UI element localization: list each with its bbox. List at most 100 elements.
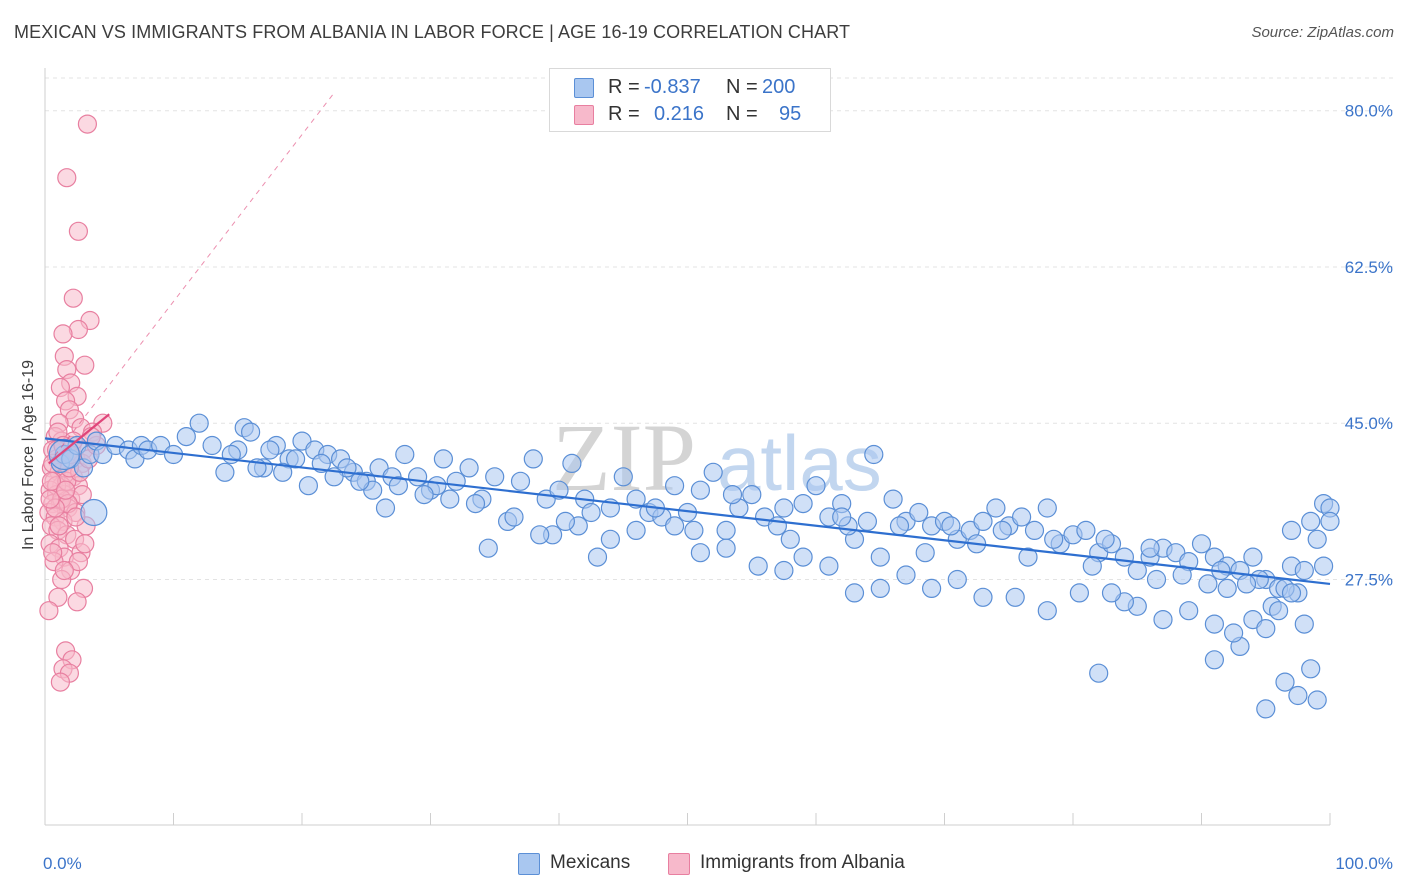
mexican-point — [446, 471, 466, 491]
albania-point — [67, 592, 87, 612]
r-label: R = — [608, 76, 640, 98]
albania-point — [49, 516, 69, 536]
y-tick-label: 80.0% — [1345, 102, 1393, 121]
albania-point — [54, 560, 74, 581]
albania-point — [40, 489, 60, 509]
n-value: 95 — [779, 103, 802, 125]
mexican-point — [189, 413, 209, 433]
n-value: 200 — [762, 76, 796, 98]
mexican-point — [819, 556, 839, 576]
watermark: ZIP atlas — [552, 404, 882, 511]
mexican-point — [1268, 601, 1289, 621]
legend-label-albania: Immigrants from Albania — [700, 852, 905, 873]
albania-point — [68, 551, 89, 572]
mexican-point — [664, 476, 685, 496]
mexican-point — [1313, 556, 1334, 576]
mexican-point — [1101, 583, 1122, 603]
y-tick-label: 45.0% — [1345, 414, 1393, 433]
legend-swatch-blue — [518, 853, 540, 875]
mexican-point — [1024, 520, 1045, 541]
mexican-point — [1275, 672, 1295, 692]
mexican-point — [1294, 560, 1314, 581]
y-tick-label: 27.5% — [1345, 570, 1393, 589]
mexican-point — [896, 565, 916, 585]
source-label: Source: ZipAtlas.com — [1251, 24, 1394, 41]
mexican-point — [793, 494, 813, 514]
legend-swatch-pink — [574, 105, 594, 125]
mexican-point — [626, 489, 646, 509]
mexican-point — [549, 480, 569, 500]
mexican-point — [742, 485, 762, 505]
r-value: 0.216 — [654, 103, 705, 125]
mexican-point — [1095, 529, 1115, 549]
mexican-point — [1204, 614, 1225, 634]
mexican-point — [1044, 529, 1064, 549]
albania-points — [39, 114, 113, 692]
mexican-point — [1018, 547, 1038, 567]
mexican-point — [780, 529, 800, 549]
mexicans-trend-line — [44, 437, 1331, 586]
mexican-point — [1320, 511, 1340, 532]
mexican-point — [510, 471, 531, 491]
n-label: N = — [726, 76, 758, 98]
albania-trend-line — [48, 413, 110, 465]
albania-point — [77, 114, 98, 134]
mexican-point — [626, 520, 646, 541]
legend-label-mexicans: Mexicans — [550, 852, 631, 873]
mexican-point — [1223, 623, 1244, 643]
mexican-point — [1307, 690, 1327, 710]
mexican-point — [202, 435, 222, 456]
mexican-point — [774, 560, 794, 581]
mexican-point — [992, 520, 1012, 541]
legend-row-albania: R = 0.216 N = 95 — [550, 102, 830, 128]
mexican-point — [395, 444, 415, 465]
mexican-point — [986, 498, 1006, 518]
albania-point — [75, 534, 95, 554]
mexican-point — [690, 543, 711, 563]
mexican-point — [587, 547, 608, 567]
mexican-point — [440, 489, 460, 509]
albania-point — [55, 480, 76, 500]
mexican-point — [716, 520, 736, 541]
y-tick-label: 62.5% — [1345, 258, 1393, 277]
mexican-point — [241, 422, 261, 442]
albania-point — [57, 168, 77, 188]
mexican-point — [504, 507, 524, 527]
mexican-point — [311, 453, 331, 473]
mexican-point — [523, 449, 543, 469]
mexican-point — [408, 467, 428, 487]
trend-lines — [44, 92, 1331, 586]
mexican-point — [1217, 578, 1237, 599]
mexican-point — [48, 438, 80, 471]
mexican-point — [555, 511, 576, 532]
mexican-point — [774, 498, 794, 518]
mexican-point — [973, 587, 993, 607]
mexican-point — [1301, 659, 1321, 679]
albania-point — [63, 288, 83, 308]
mexican-point — [1179, 601, 1199, 621]
albania-point — [48, 587, 68, 607]
mexican-point — [478, 538, 498, 558]
mexican-point — [1140, 538, 1160, 558]
mexican-point — [298, 476, 318, 496]
albania-point — [50, 672, 71, 692]
chart-title: MEXICAN VS IMMIGRANTS FROM ALBANIA IN LA… — [14, 22, 851, 42]
mexican-point — [1198, 574, 1218, 594]
mexican-point — [1153, 609, 1173, 630]
mexican-point — [883, 489, 903, 509]
mexican-point — [806, 476, 826, 496]
mexican-point — [722, 485, 743, 505]
mexican-point — [80, 498, 108, 527]
r-label: R = — [608, 103, 640, 125]
mexican-point — [793, 547, 813, 567]
mexican-point — [921, 578, 942, 599]
mexican-point — [1204, 650, 1225, 670]
mexican-point — [260, 440, 280, 460]
mexican-point — [889, 516, 910, 536]
mexican-point — [1294, 614, 1314, 634]
mexican-point — [1146, 569, 1167, 590]
mexican-point — [832, 507, 852, 527]
mexican-point — [562, 453, 582, 473]
mexican-point — [870, 547, 890, 567]
